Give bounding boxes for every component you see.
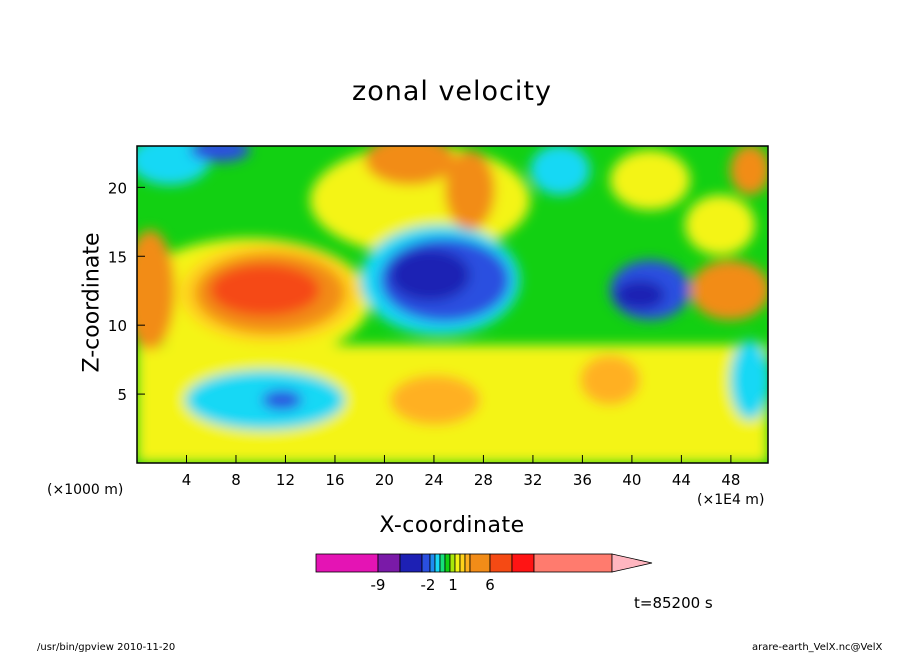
colorbar-segment [421,553,431,573]
colorbar-segment [377,553,401,573]
x-unit-label: (×1000 m) [47,482,124,498]
x-tick-label: 16 [325,471,344,489]
colorbar-segment [464,553,471,573]
plot-frame [136,145,769,464]
y-tick-label: 5 [117,386,127,404]
x-tick-label: 20 [375,471,394,489]
x-tick-label: 44 [672,471,691,489]
x-tick-label: 36 [573,471,592,489]
scale-note: (×1E4 m) [697,492,765,508]
footer-left: /usr/bin/gpview 2010-11-20 [37,642,176,653]
x-axis-label: X-coordinate [379,513,525,538]
y-tick-label: 15 [108,248,127,266]
colorbar-arrow [611,553,653,573]
colorbar-segment [429,553,436,573]
colorbar-segment [469,553,491,573]
chart-title: zonal velocity [352,76,552,107]
y-axis: 5 10 15 20 [108,179,145,404]
colorbar-segment [449,553,456,573]
colorbar-segment [459,553,466,573]
x-tick-label: 12 [276,471,295,489]
x-tick-label: 32 [523,471,542,489]
colorbar: -9 -2 1 6 [315,553,653,594]
x-tick-label: 8 [231,471,241,489]
colorbar-label: -9 [371,576,386,594]
x-axis: 4 8 12 16 20 24 28 32 36 40 44 48 [182,455,740,489]
colorbar-segment [439,553,446,573]
x-tick-label: 48 [721,471,740,489]
colorbar-label: -2 [421,576,436,594]
colorbar-segment [489,553,513,573]
colorbar-segment [399,553,423,573]
colorbar-label: 1 [448,576,458,594]
contour-field [137,146,768,463]
time-label: t=85200 s [634,594,713,612]
y-axis-label: Z-coordinate [79,232,105,373]
x-tick-label: 28 [474,471,493,489]
y-tick-label: 10 [108,317,127,335]
colorbar-label: 6 [485,576,495,594]
y-tick-label: 20 [108,179,127,197]
x-tick-label: 24 [424,471,443,489]
footer-right: arare-earth_VelX.nc@VelX [752,642,883,653]
colorbar-segment [511,553,535,573]
colorbar-segment [434,553,441,573]
colorbar-segment [315,553,379,573]
colorbar-segment [444,553,451,573]
colorbar-segment [533,553,613,573]
colorbar-segment [454,553,461,573]
x-tick-label: 40 [622,471,641,489]
x-tick-label: 4 [182,471,192,489]
